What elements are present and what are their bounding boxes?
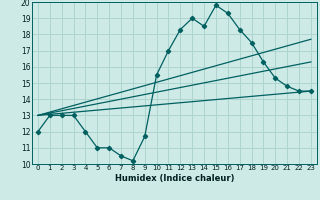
X-axis label: Humidex (Indice chaleur): Humidex (Indice chaleur) [115,174,234,183]
